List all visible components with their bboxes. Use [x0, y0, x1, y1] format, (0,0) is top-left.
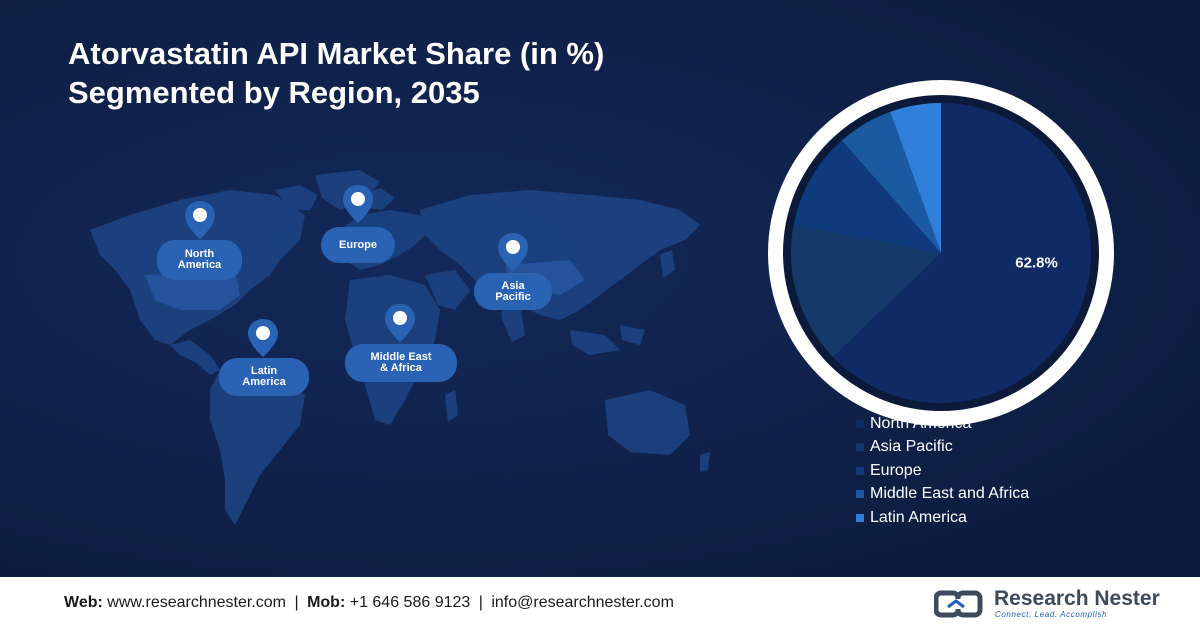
region-label-north-america: North America [157, 240, 242, 280]
logo-tagline: Connect. Lead. Accomplish [995, 610, 1108, 619]
legend-label: Latin America [870, 508, 967, 526]
pie-chart: 62.8% [768, 80, 1114, 426]
chart-legend: North America Asia Pacific Europe Middle Ea… [856, 412, 1029, 530]
pie-slice-north-america [832, 103, 1091, 403]
legend-swatch [856, 490, 864, 499]
separator: | [294, 594, 299, 611]
pie-slice-middle-east-and-africa [841, 111, 941, 253]
map-pin-icon [185, 201, 215, 239]
pie-data-label: 62.8% [1015, 254, 1058, 271]
region-label-europe: Europe [321, 227, 395, 263]
legend-item: Latin America [856, 506, 1029, 530]
region-label-latin-america: Latin America [219, 358, 309, 396]
pie-slice-latin-america [890, 103, 941, 253]
chart-title: Atorvastatin API Market Share (in %) Seg… [68, 34, 604, 112]
map-pin-icon [343, 185, 373, 223]
legend-swatch [856, 419, 864, 428]
mob-label: Mob: [307, 594, 346, 611]
legend-label: North America [870, 414, 972, 432]
contact-info: Web: www.researchnester.com | Mob: +1 64… [64, 594, 674, 612]
legend-swatch [856, 513, 864, 522]
research-nester-logo: Research Nester Connect. Lead. Accomplis… [934, 583, 1160, 623]
legend-item: Europe [856, 459, 1029, 483]
logo-name: Research Nester [994, 587, 1160, 610]
footer-bar: Web: www.researchnester.com | Mob: +1 64… [0, 577, 1200, 628]
map-pin-icon [248, 319, 278, 357]
email-link[interactable]: info@researchnester.com [491, 594, 674, 611]
map-pin-icon [498, 233, 528, 271]
phone-number[interactable]: +1 646 586 9123 [349, 594, 471, 611]
web-link[interactable]: www.researchnester.com [107, 594, 286, 611]
legend-item: North America [856, 412, 1029, 436]
legend-swatch [856, 466, 864, 475]
legend-item: Asia Pacific [856, 436, 1029, 460]
legend-swatch [856, 443, 864, 452]
legend-item: Middle East and Africa [856, 483, 1029, 507]
separator: | [478, 594, 483, 611]
web-label: Web: [64, 594, 103, 611]
pie-chart-svg: 62.8% [768, 80, 1114, 426]
region-label-asia-pacific: Asia Pacific [474, 273, 552, 310]
title-line-2: Segmented by Region, 2035 [68, 75, 480, 110]
legend-label: Europe [870, 461, 922, 479]
logo-mark-icon [934, 590, 983, 618]
region-label-middle-east-africa: Middle East & Africa [345, 344, 457, 382]
pie-slice-asia-pacific [791, 224, 941, 358]
map-pin-icon [385, 304, 415, 342]
legend-label: Middle East and Africa [870, 485, 1030, 503]
legend-label: Asia Pacific [870, 438, 953, 456]
title-line-1: Atorvastatin API Market Share (in %) [68, 36, 605, 71]
pie-slice-europe [793, 140, 941, 253]
infographic-panel: Atorvastatin API Market Share (in %) Seg… [0, 0, 1200, 577]
